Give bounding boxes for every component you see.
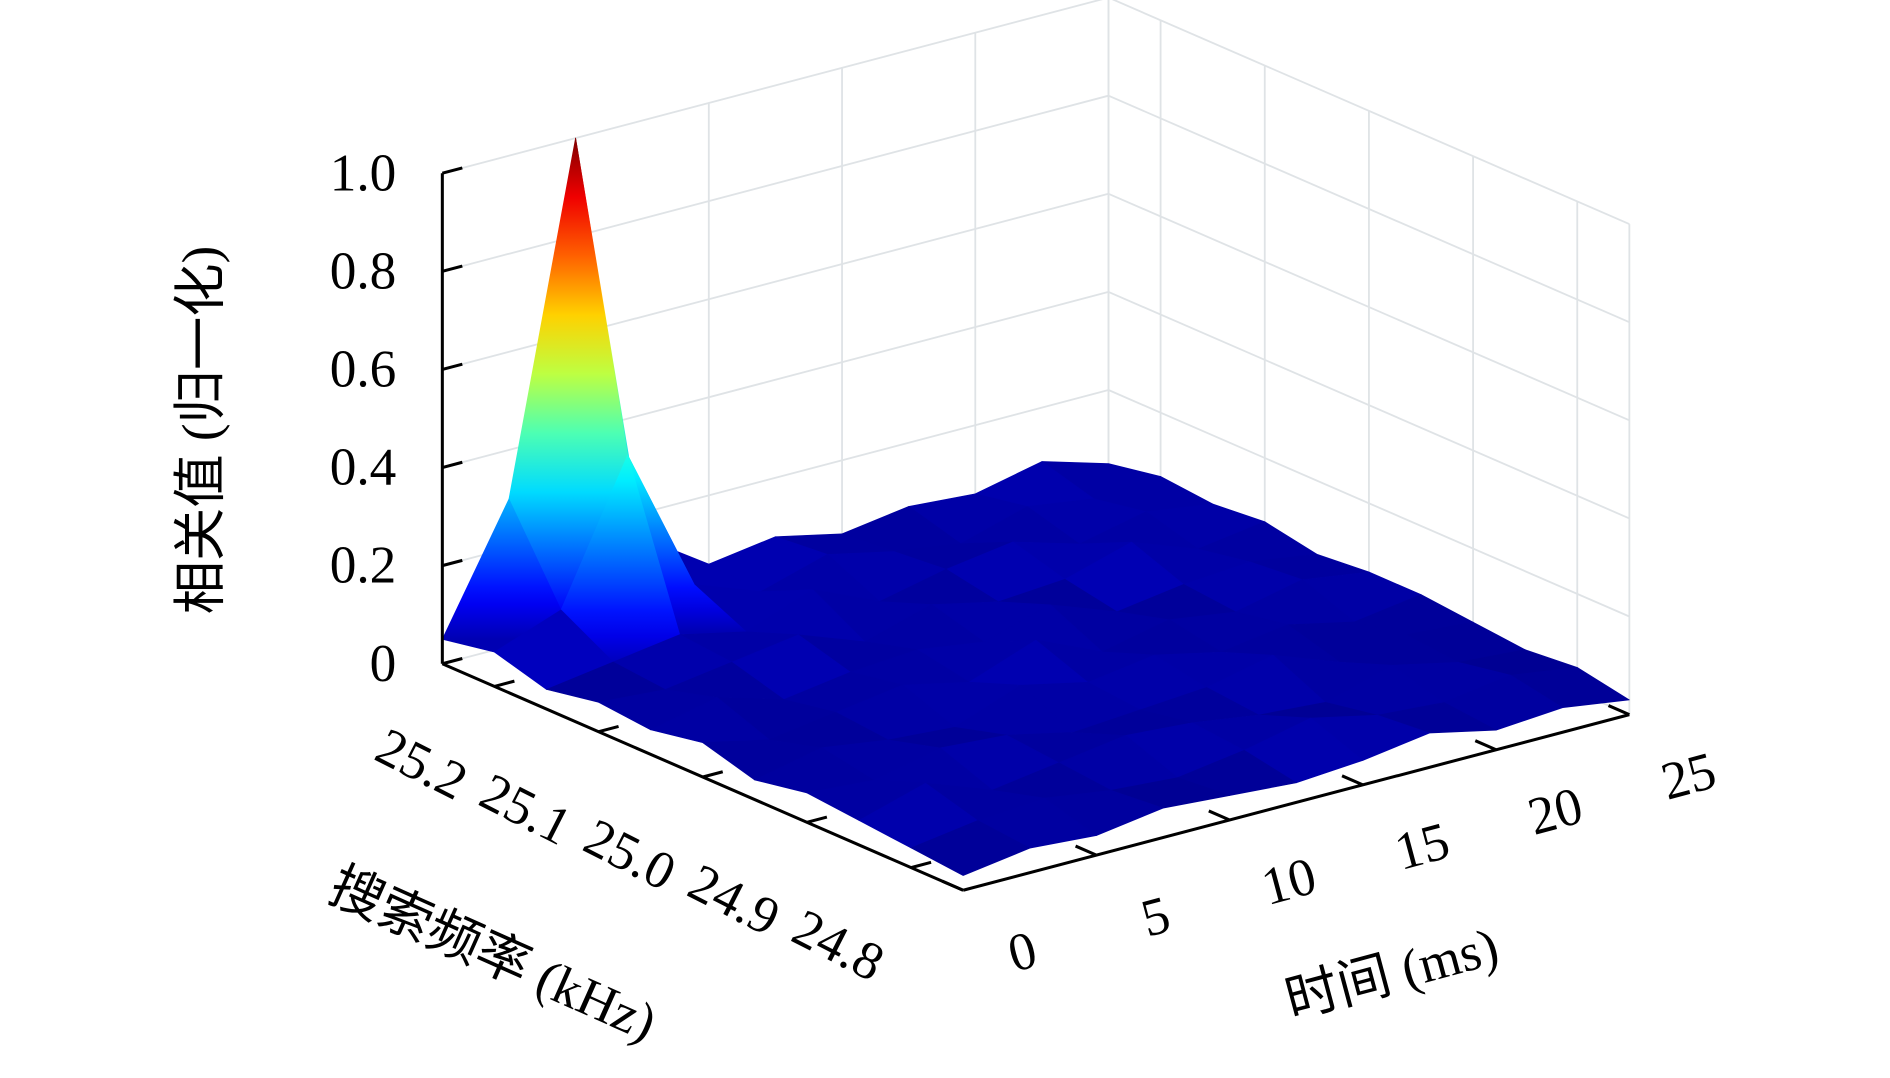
z-tick-label: 0.6 bbox=[330, 340, 397, 399]
z-axis-title: 相关值 (归一化) bbox=[171, 246, 230, 614]
y-tick bbox=[702, 770, 724, 779]
grid-line bbox=[1108, 94, 1630, 324]
grid-line bbox=[1108, 192, 1630, 422]
z-tick bbox=[441, 460, 463, 470]
x-tick bbox=[1607, 704, 1630, 717]
y-tick-label: 25.0 bbox=[575, 807, 685, 902]
surface bbox=[441, 137, 1630, 876]
y-tick bbox=[598, 724, 619, 734]
z-tick bbox=[441, 657, 463, 666]
axes: 0 0.2 0.4 0.6 0.8 1.0 25.225.125.024.924.8 0 5 10… bbox=[330, 143, 1722, 992]
z-tick-label: 0 bbox=[370, 634, 397, 693]
y-tick bbox=[910, 860, 932, 870]
z-tick bbox=[441, 166, 463, 175]
z-tick bbox=[441, 362, 463, 371]
grid-line bbox=[1108, 389, 1630, 618]
x-tick bbox=[1074, 844, 1098, 857]
grid-line bbox=[1111, 0, 1630, 225]
x-tick-label: 20 bbox=[1522, 776, 1589, 847]
grid-line bbox=[442, 0, 1103, 175]
x-tick-label: 5 bbox=[1135, 885, 1176, 949]
grid-line bbox=[1108, 291, 1630, 520]
x-axis-title: 时间 (ms) bbox=[1279, 917, 1504, 1030]
x-axis bbox=[962, 713, 1630, 892]
z-tick-label: 0.8 bbox=[330, 241, 397, 300]
x-tick-label: 25 bbox=[1655, 741, 1722, 812]
z-tick-label: 0.2 bbox=[330, 536, 397, 595]
x-tick-label: 10 bbox=[1255, 846, 1322, 917]
y-tick bbox=[494, 679, 515, 688]
y-axis-title: 搜索频率 (kHz) bbox=[321, 856, 665, 1053]
y-tick-label: 25.2 bbox=[367, 717, 477, 812]
x-tick-label: 0 bbox=[1002, 920, 1043, 984]
x-tick bbox=[1341, 774, 1364, 787]
z-tick bbox=[441, 264, 463, 273]
z-tick-label: 0.4 bbox=[330, 438, 397, 497]
x-tick bbox=[941, 879, 964, 892]
z-tick bbox=[441, 558, 463, 568]
grid-line bbox=[442, 94, 1109, 273]
x-tick bbox=[1208, 809, 1231, 822]
y-tick-label: 25.1 bbox=[471, 762, 581, 857]
y-tick bbox=[806, 815, 828, 824]
surface-patch bbox=[910, 820, 1031, 876]
z-tick-label: 1.0 bbox=[330, 143, 397, 202]
x-tick-label: 15 bbox=[1389, 811, 1456, 882]
y-tick-label: 24.8 bbox=[783, 898, 893, 993]
x-tick bbox=[1474, 739, 1497, 752]
y-tick-label: 24.9 bbox=[679, 853, 789, 948]
